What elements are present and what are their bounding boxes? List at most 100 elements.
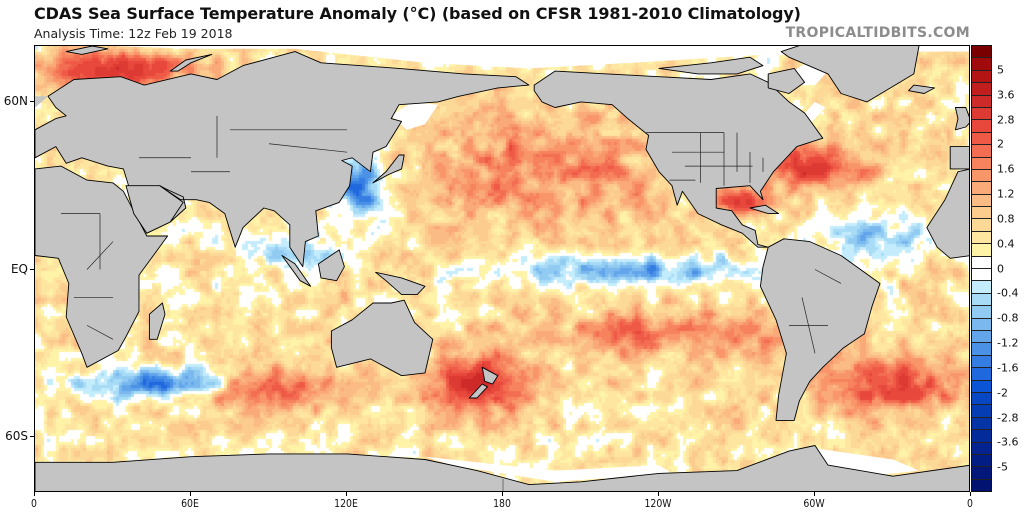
land-new-zealand-s — [468, 383, 488, 399]
colorbar-segment — [972, 293, 991, 307]
colorbar-tick-label: 0.4 — [997, 237, 1015, 251]
colorbar-segment — [972, 182, 991, 195]
colorbar-tick-label: -0.8 — [997, 311, 1019, 325]
colorbar-segment — [972, 318, 991, 331]
colorbar-segment — [972, 145, 991, 158]
land-west-africa-east — [926, 168, 969, 259]
land-cuba — [749, 204, 780, 215]
political-border — [814, 269, 842, 284]
colorbar-segment — [972, 454, 991, 468]
colorbar-segment — [972, 107, 991, 121]
analysis-time: Analysis Time: 12z Feb 19 2018 — [34, 26, 233, 41]
lon-tick-label: 120W — [644, 497, 672, 510]
sst-anomaly-map[interactable] — [34, 45, 970, 492]
colorbar-tick-label: -0.4 — [997, 286, 1019, 300]
land-uk — [954, 107, 969, 131]
lat-tick — [30, 436, 34, 438]
colorbar-segment — [972, 330, 991, 344]
colorbar-segment — [972, 157, 991, 170]
colorbar-tick-label: -2 — [997, 386, 1008, 400]
colorbar-segment — [972, 442, 991, 455]
colorbar-tick-label: 2 — [997, 137, 1004, 151]
land-svalbard — [65, 46, 109, 55]
colorbar-tick-label: 1.6 — [997, 162, 1015, 176]
colorbar-segment — [972, 467, 991, 480]
land-new-guinea — [375, 271, 426, 296]
colorbar-segment — [972, 355, 991, 369]
land-novaya — [169, 53, 213, 72]
colorbar-segment — [972, 95, 991, 108]
colorbar-tick-label: 5 — [997, 63, 1004, 77]
page-title: CDAS Sea Surface Temperature Anomaly (°C… — [34, 4, 801, 23]
land-japan — [372, 154, 405, 184]
colorbar-tick-label: -5 — [997, 460, 1008, 474]
colorbar-tick-label: -1.6 — [997, 361, 1019, 375]
lon-tick-label: 120E — [334, 497, 358, 510]
colorbar-segment — [972, 70, 991, 84]
land-antarctica — [35, 445, 969, 491]
sea-ice-arctic-cap — [35, 46, 969, 69]
lon-tick — [345, 492, 347, 496]
lon-tick — [501, 492, 503, 496]
political-border — [86, 325, 114, 340]
colorbar-tick-label: 0.8 — [997, 212, 1015, 226]
land-iceland — [908, 84, 936, 94]
land-arabia-fill — [125, 185, 184, 234]
colorbar-segment — [972, 244, 991, 257]
colorbar-segment — [972, 256, 991, 270]
land-iberia-east — [949, 146, 969, 170]
colorbar-segment — [972, 392, 991, 406]
lon-tick — [813, 492, 815, 496]
colorbar-segment — [972, 58, 991, 71]
brand-watermark: TROPICALTIDBITS.COM — [785, 25, 970, 41]
colorbar-segment — [972, 132, 991, 146]
colorbar-tick-label: 1.2 — [997, 187, 1015, 201]
colorbar-segment — [972, 417, 991, 431]
sea-ice-weddell — [815, 448, 919, 477]
colorbar-segment — [972, 169, 991, 183]
lat-tick-label: 60N — [3, 93, 28, 108]
colorbar-segment — [972, 306, 991, 319]
colorbar-segment — [972, 430, 991, 443]
lon-tick — [657, 492, 659, 496]
colorbar-segment — [972, 231, 991, 245]
lon-tick-label: 60E — [181, 497, 199, 510]
lon-tick-label: 0 — [31, 497, 37, 510]
land-baffin — [767, 67, 806, 94]
colorbar-segment — [972, 194, 991, 208]
colorbar-segment — [972, 343, 991, 356]
land-borneo — [317, 249, 345, 282]
colorbar-segment — [972, 207, 991, 220]
colorbar-tick-label: 2.8 — [997, 113, 1015, 126]
colorbar-tick-label: -1.2 — [997, 336, 1019, 350]
lon-tick — [189, 492, 191, 496]
land-madagascar — [148, 302, 166, 340]
lat-tick-label: EQ — [10, 261, 28, 276]
colorbar-segment — [972, 368, 991, 381]
colorbar-segment — [972, 219, 991, 232]
lon-tick-label: 0 — [967, 497, 973, 510]
lat-tick — [30, 100, 34, 102]
political-border — [268, 143, 348, 153]
colorbar-segment — [972, 83, 991, 96]
colorbar-segment — [972, 405, 991, 418]
colorbar-tick-label: -2.8 — [997, 411, 1019, 424]
land-australia — [330, 299, 434, 377]
colorbar-segment — [972, 479, 991, 492]
colorbar-segment — [972, 46, 991, 59]
colorbar-segment — [972, 281, 991, 294]
colorbar-tick-label: 3.6 — [997, 88, 1015, 102]
land-south-america — [759, 238, 881, 421]
sea-ice-ross-edge — [425, 456, 672, 482]
land-sumatra — [281, 255, 312, 287]
lon-tick-label: 180 — [493, 497, 511, 510]
land-north-america — [533, 70, 824, 248]
lat-tick-label: 60S — [5, 429, 28, 444]
lon-tick — [33, 492, 35, 496]
land-greenland — [780, 46, 920, 103]
lon-tick — [969, 492, 971, 496]
land-canada-arctic — [658, 56, 764, 75]
land-norway-edge — [35, 96, 48, 108]
lon-tick-label: 60W — [803, 497, 825, 510]
colorbar — [971, 45, 992, 492]
